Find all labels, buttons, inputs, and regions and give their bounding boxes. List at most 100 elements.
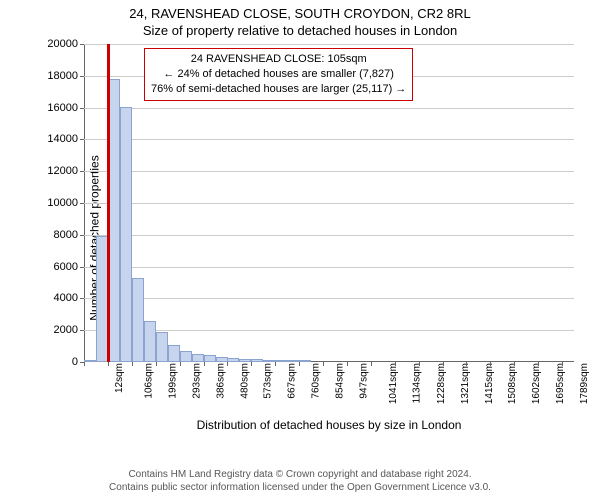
x-tick-label: 12sqm: [114, 363, 125, 393]
x-tick-label: 1321sqm: [460, 363, 471, 404]
x-tick-mark: [371, 362, 372, 366]
footer-line-1: Contains HM Land Registry data © Crown c…: [0, 468, 600, 481]
histogram-bar: [132, 278, 144, 362]
x-tick-label: 480sqm: [239, 363, 250, 399]
x-tick-mark: [562, 362, 563, 366]
annotation-callout: 24 RAVENSHEAD CLOSE: 105sqm← 24% of deta…: [144, 48, 413, 101]
histogram-bar: [251, 359, 263, 362]
x-tick-mark: [108, 362, 109, 366]
x-tick-mark: [347, 362, 348, 366]
y-tick-label: 2000: [54, 324, 78, 336]
x-tick-label: 1415sqm: [484, 363, 495, 404]
y-tick-mark: [80, 76, 84, 77]
y-tick-mark: [80, 235, 84, 236]
histogram-bar: [168, 345, 180, 362]
annotation-line-3: 76% of semi-detached houses are larger (…: [151, 82, 406, 97]
histogram-bar: [120, 107, 132, 362]
x-tick-label: 1508sqm: [508, 363, 519, 404]
gridline: [84, 203, 574, 204]
gridline: [84, 44, 574, 45]
histogram-bar: [239, 359, 251, 362]
x-tick-mark: [514, 362, 515, 366]
x-tick-mark: [251, 362, 252, 366]
x-tick-mark: [466, 362, 467, 366]
histogram-bar: [263, 360, 275, 362]
gridline: [84, 108, 574, 109]
x-tick-label: 1602sqm: [532, 363, 543, 404]
title-line-2: Size of property relative to detached ho…: [0, 23, 600, 38]
y-tick-mark: [80, 139, 84, 140]
y-tick-label: 12000: [47, 165, 78, 177]
x-tick-label: 1789sqm: [579, 363, 590, 404]
annotation-line-1: 24 RAVENSHEAD CLOSE: 105sqm: [151, 52, 406, 67]
x-tick-mark: [180, 362, 181, 366]
chart-title-block: 24, RAVENSHEAD CLOSE, SOUTH CROYDON, CR2…: [0, 0, 600, 38]
histogram-bar: [156, 332, 168, 362]
x-tick-mark: [84, 362, 85, 366]
y-tick-mark: [80, 267, 84, 268]
plot-region: 0200040006000800010000120001400016000180…: [84, 44, 574, 362]
y-tick-label: 8000: [54, 229, 78, 241]
x-tick-mark: [227, 362, 228, 366]
y-tick-label: 20000: [47, 38, 78, 50]
histogram-bar: [216, 357, 228, 362]
attribution-footer: Contains HM Land Registry data © Crown c…: [0, 468, 600, 494]
x-tick-mark: [419, 362, 420, 366]
x-tick-label: 293sqm: [191, 363, 202, 399]
y-tick-label: 10000: [47, 197, 78, 209]
y-tick-mark: [80, 44, 84, 45]
y-tick-label: 4000: [54, 292, 78, 304]
x-tick-label: 1695sqm: [555, 363, 566, 404]
x-tick-mark: [275, 362, 276, 366]
x-tick-label: 854sqm: [335, 363, 346, 399]
histogram-bar: [227, 358, 239, 362]
histogram-bar: [84, 360, 96, 362]
x-tick-label: 199sqm: [167, 363, 178, 399]
x-tick-mark: [490, 362, 491, 366]
gridline: [84, 139, 574, 140]
x-tick-label: 573sqm: [263, 363, 274, 399]
x-tick-label: 667sqm: [287, 363, 298, 399]
x-tick-label: 1134sqm: [411, 363, 422, 403]
gridline: [84, 267, 574, 268]
y-tick-mark: [80, 203, 84, 204]
title-line-1: 24, RAVENSHEAD CLOSE, SOUTH CROYDON, CR2…: [0, 6, 600, 21]
x-tick-label: 760sqm: [311, 363, 322, 399]
y-tick-label: 14000: [47, 133, 78, 145]
chart-area: Number of detached properties 0200040006…: [22, 44, 582, 432]
gridline: [84, 235, 574, 236]
gridline: [84, 298, 574, 299]
y-tick-label: 18000: [47, 70, 78, 82]
histogram-bar: [144, 321, 156, 362]
x-tick-label: 1041sqm: [388, 363, 399, 404]
gridline: [84, 171, 574, 172]
histogram-bar: [180, 351, 192, 362]
y-tick-label: 6000: [54, 261, 78, 273]
histogram-bar: [108, 79, 120, 362]
x-tick-mark: [204, 362, 205, 366]
annotation-line-2: ← 24% of detached houses are smaller (7,…: [151, 67, 406, 82]
histogram-bar: [204, 355, 216, 362]
y-tick-mark: [80, 171, 84, 172]
y-tick-mark: [80, 298, 84, 299]
x-tick-mark: [156, 362, 157, 366]
histogram-bar: [299, 360, 311, 362]
x-tick-label: 947sqm: [359, 363, 370, 399]
x-tick-mark: [323, 362, 324, 366]
histogram-bar: [287, 360, 299, 362]
x-tick-mark: [299, 362, 300, 366]
histogram-bar: [275, 360, 287, 362]
x-axis-label: Distribution of detached houses by size …: [84, 418, 574, 432]
x-tick-mark: [395, 362, 396, 366]
x-tick-mark: [538, 362, 539, 366]
y-tick-label: 0: [72, 356, 78, 368]
y-tick-mark: [80, 330, 84, 331]
y-tick-mark: [80, 108, 84, 109]
x-tick-mark: [132, 362, 133, 366]
x-tick-label: 1228sqm: [436, 363, 447, 404]
footer-line-2: Contains public sector information licen…: [0, 481, 600, 494]
x-tick-label: 386sqm: [215, 363, 226, 399]
y-tick-label: 16000: [47, 102, 78, 114]
histogram-bar: [192, 354, 204, 362]
x-tick-label: 106sqm: [144, 363, 155, 399]
